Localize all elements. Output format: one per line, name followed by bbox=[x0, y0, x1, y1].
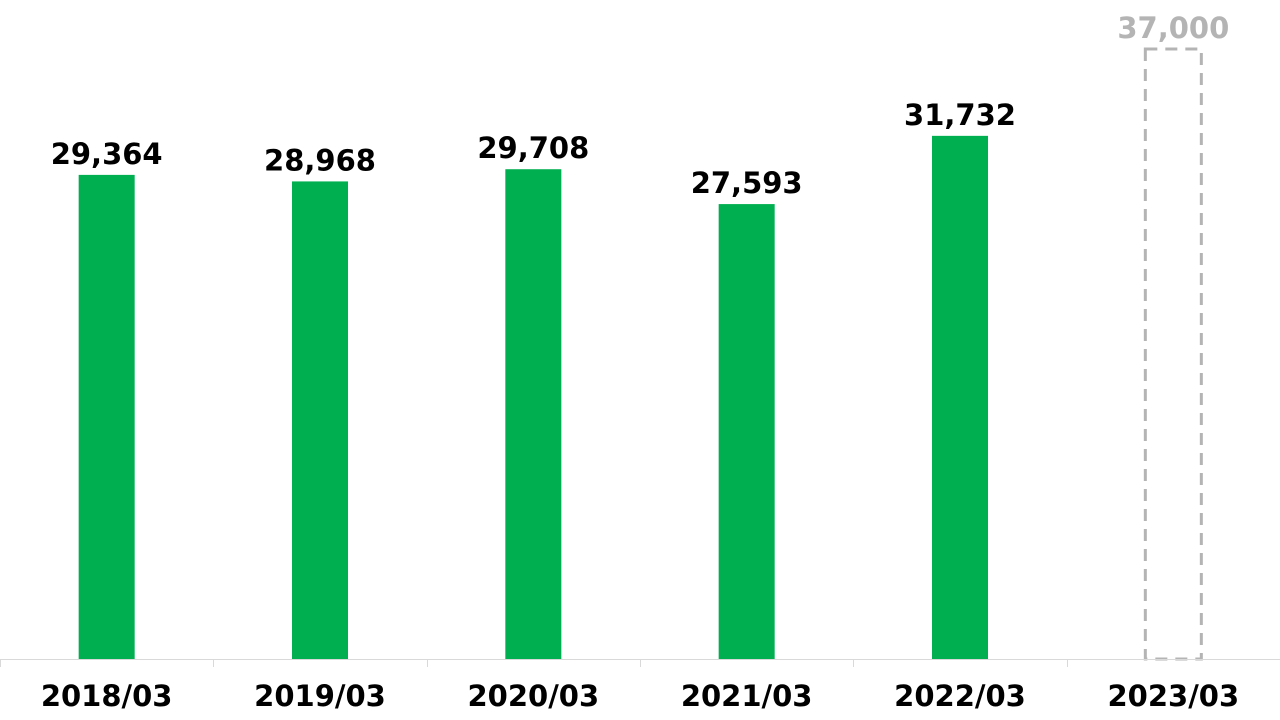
bar bbox=[292, 181, 348, 659]
x-tick-label: 2020/03 bbox=[467, 679, 599, 713]
bars-group bbox=[78, 47, 1203, 661]
bar-value-label: 29,364 bbox=[51, 137, 163, 171]
bar-value-label: 28,968 bbox=[264, 143, 376, 177]
bar bbox=[505, 169, 562, 659]
x-tick-label: 2021/03 bbox=[681, 679, 813, 713]
bar-value-label: 37,000 bbox=[1117, 11, 1229, 45]
bar-value-label: 31,732 bbox=[904, 98, 1016, 132]
x-tick-label: 2023/03 bbox=[1107, 679, 1239, 713]
bar-value-label: 29,708 bbox=[477, 131, 589, 165]
bar-value-label: 27,593 bbox=[691, 166, 803, 200]
x-axis bbox=[0, 659, 1280, 667]
value-labels-group: 29,364 28,968 29,708 27,593 31,732 37,000 bbox=[51, 11, 1230, 200]
bar bbox=[78, 174, 135, 659]
x-tick-labels-group: 2018/03 2019/03 2020/03 2021/03 2022/03 2023/… bbox=[41, 679, 1239, 713]
x-tick-label: 2018/03 bbox=[41, 679, 173, 713]
bar-forecast bbox=[1143, 47, 1203, 661]
x-tick-label: 2022/03 bbox=[894, 679, 1026, 713]
bar bbox=[932, 135, 988, 659]
bar bbox=[718, 204, 775, 659]
x-tick-label: 2019/03 bbox=[254, 679, 386, 713]
